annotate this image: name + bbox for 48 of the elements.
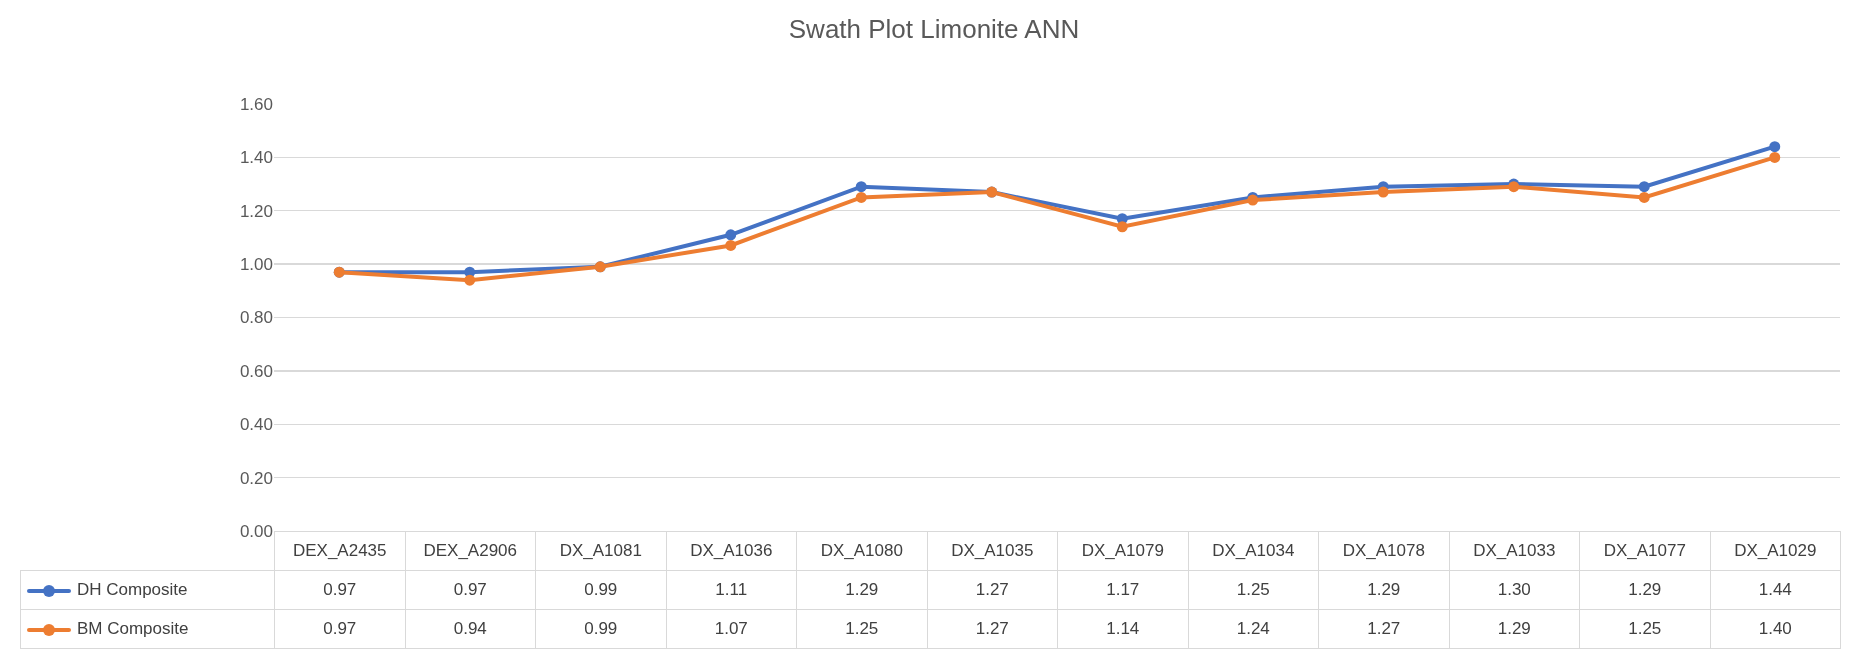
x-tick-label: DX_A1035 — [927, 531, 1058, 571]
x-tick-label: DX_A1077 — [1579, 531, 1710, 571]
y-tick-label: 0.40 — [239, 415, 273, 435]
chart-title: Swath Plot Limonite ANN — [788, 13, 1080, 44]
data-label: 1.11 — [666, 570, 797, 610]
data-label: 1.25 — [1188, 570, 1319, 610]
data-label: 0.99 — [535, 570, 666, 610]
data-label: 1.30 — [1449, 570, 1580, 610]
data-label: 1.14 — [1057, 609, 1188, 649]
data-label: 0.99 — [535, 609, 666, 649]
data-label: 1.27 — [1318, 609, 1449, 649]
y-tick-label: 0.60 — [239, 361, 273, 381]
data-label: 1.27 — [927, 609, 1058, 649]
y-tick-label: 0.00 — [239, 521, 273, 541]
data-label: 0.97 — [405, 570, 536, 610]
y-tick-label: 1.20 — [239, 201, 273, 221]
y-tick-label: 1.60 — [239, 94, 273, 114]
data-label: 0.97 — [274, 609, 405, 649]
data-label: 1.07 — [666, 609, 797, 649]
y-tick-label: 0.80 — [239, 308, 273, 328]
x-tick-label: DX_A1080 — [796, 531, 927, 571]
y-tick-label: 1.00 — [239, 255, 273, 275]
x-tick-label: DX_A1033 — [1449, 531, 1580, 571]
data-label: 0.97 — [274, 570, 405, 610]
data-label: 1.29 — [1579, 570, 1710, 610]
x-tick-label: DX_A1081 — [535, 531, 666, 571]
data-label: 1.40 — [1710, 609, 1841, 649]
y-tick-label: 0.20 — [239, 468, 273, 488]
data-label: 1.25 — [796, 609, 927, 649]
x-tick-label: DX_A1029 — [1710, 531, 1841, 571]
y-tick-label: 1.40 — [239, 148, 273, 168]
legend-label: DH Composite — [77, 580, 188, 599]
x-tick-label: DEX_A2906 — [405, 531, 536, 571]
data-label: 1.24 — [1188, 609, 1319, 649]
data-label: 1.27 — [927, 570, 1058, 610]
legend-label: BM Composite — [77, 619, 189, 638]
x-tick-label: DX_A1079 — [1057, 531, 1188, 571]
data-label: 1.44 — [1710, 570, 1841, 610]
data-label: 1.25 — [1579, 609, 1710, 649]
data-label: 0.94 — [405, 609, 536, 649]
x-tick-label: DX_A1034 — [1188, 531, 1319, 571]
x-tick-label: DX_A1078 — [1318, 531, 1449, 571]
x-tick-label: DEX_A2435 — [274, 531, 405, 571]
x-tick-label: DX_A1036 — [666, 531, 797, 571]
data-label: 1.29 — [1318, 570, 1449, 610]
data-label: 1.29 — [1449, 609, 1580, 649]
data-label: 1.29 — [796, 570, 927, 610]
data-label: 1.17 — [1057, 570, 1188, 610]
